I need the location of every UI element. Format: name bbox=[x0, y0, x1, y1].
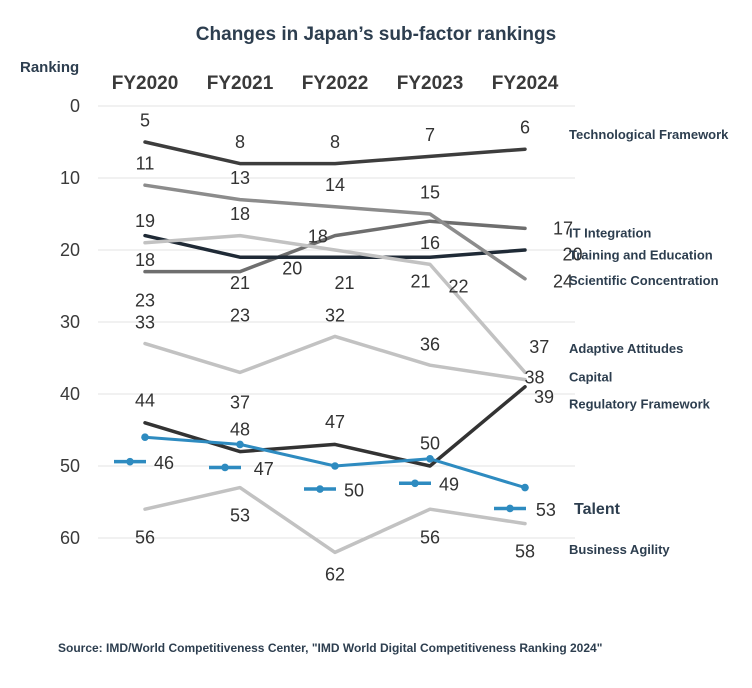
data-label: 22 bbox=[448, 277, 468, 297]
data-label: 8 bbox=[330, 132, 340, 152]
data-label: 48 bbox=[230, 419, 250, 439]
x-tick-label: FY2024 bbox=[492, 73, 559, 94]
data-label: 7 bbox=[425, 125, 435, 145]
series-line-it-integration bbox=[143, 219, 527, 274]
data-label: 37 bbox=[230, 393, 250, 413]
x-tick-label: FY2020 bbox=[112, 73, 179, 94]
series-line-capital bbox=[143, 233, 527, 375]
x-tick-label: FY2021 bbox=[207, 73, 274, 94]
data-label: 18 bbox=[135, 250, 155, 270]
data-label: 37 bbox=[529, 337, 549, 357]
series-line-business-agility bbox=[143, 485, 527, 555]
data-label: 49 bbox=[439, 475, 459, 495]
y-axis-ticks: 0 10 20 30 40 50 60 bbox=[60, 96, 80, 548]
source-note: Source: IMD/World Competitiveness Center… bbox=[58, 641, 602, 655]
data-label: 19 bbox=[135, 211, 155, 231]
series-line-scientific-concentration bbox=[143, 183, 527, 281]
series-label-regulatory-framework: Regulatory Framework bbox=[569, 396, 711, 411]
series-label-talent: Talent bbox=[574, 501, 621, 518]
data-label: 56 bbox=[135, 527, 155, 547]
data-label: 21 bbox=[230, 273, 250, 293]
talent-point bbox=[141, 433, 149, 442]
series-label-capital: Capital bbox=[569, 370, 612, 385]
series-labels: Technological Framework IT Integration Tra… bbox=[569, 127, 729, 557]
data-label: 47 bbox=[325, 412, 345, 432]
data-label: 33 bbox=[135, 313, 155, 333]
y-tick-label: 20 bbox=[60, 240, 80, 260]
talent-point bbox=[521, 483, 529, 492]
talent-marker-dot bbox=[411, 479, 419, 488]
series-line-technological-framework bbox=[143, 140, 527, 166]
data-label: 20 bbox=[282, 259, 302, 279]
data-label: 5 bbox=[140, 110, 150, 130]
y-tick-label: 0 bbox=[70, 96, 80, 116]
data-label: 16 bbox=[420, 233, 440, 253]
y-tick-label: 10 bbox=[60, 168, 80, 188]
series-label-scientific-concentration: Scientific Concentration bbox=[569, 273, 719, 288]
x-axis-ticks: FY2020 FY2021 FY2022 FY2023 FY2024 bbox=[112, 73, 559, 94]
y-tick-label: 30 bbox=[60, 312, 80, 332]
talent-point bbox=[236, 440, 244, 449]
data-label: 38 bbox=[524, 367, 544, 387]
talent-point bbox=[426, 455, 434, 463]
series-lines bbox=[141, 140, 529, 555]
data-label: 18 bbox=[230, 204, 250, 224]
series-label-business-agility: Business Agility bbox=[569, 542, 670, 557]
data-label: 56 bbox=[420, 527, 440, 547]
talent-marker-dot bbox=[316, 485, 324, 493]
data-label: 23 bbox=[230, 306, 250, 326]
series-line-adaptive-attitudes bbox=[143, 334, 527, 382]
y-tick-label: 40 bbox=[60, 384, 80, 404]
data-label: 14 bbox=[325, 175, 345, 195]
series-label-adaptive-attitudes: Adaptive Attitudes bbox=[569, 341, 683, 356]
talent-marker-dot bbox=[506, 504, 514, 513]
chart-title: Changes in Japan’s sub-factor rankings bbox=[196, 24, 556, 45]
talent-marker-dot bbox=[221, 463, 229, 472]
data-label: 6 bbox=[520, 118, 530, 138]
y-tick-label: 50 bbox=[60, 456, 80, 476]
data-label: 11 bbox=[136, 154, 155, 174]
data-label: 44 bbox=[135, 390, 155, 410]
data-label: 15 bbox=[420, 182, 440, 202]
data-label: 8 bbox=[235, 132, 245, 152]
data-label: 21 bbox=[334, 273, 354, 293]
data-label: 50 bbox=[344, 480, 364, 500]
data-label: 53 bbox=[230, 506, 250, 526]
series-label-it-integration: IT Integration bbox=[569, 226, 651, 241]
series-line-training-and-education bbox=[143, 233, 527, 259]
data-label: 17 bbox=[553, 218, 573, 238]
series-label-technological-framework: Technological Framework bbox=[569, 127, 729, 142]
data-label: 36 bbox=[420, 334, 440, 354]
data-label: 21 bbox=[410, 272, 430, 292]
data-label: 24 bbox=[553, 272, 573, 292]
data-label: 53 bbox=[536, 500, 556, 520]
y-tick-label: 60 bbox=[60, 528, 80, 548]
data-label: 18 bbox=[308, 226, 328, 246]
talent-legend-markers bbox=[114, 457, 526, 513]
data-label: 46 bbox=[154, 453, 174, 473]
data-label: 62 bbox=[325, 565, 345, 585]
data-label: 58 bbox=[515, 542, 535, 562]
talent-point bbox=[331, 462, 339, 470]
data-label: 32 bbox=[325, 306, 345, 326]
talent-marker-dot bbox=[126, 457, 134, 466]
y-axis-title: Ranking bbox=[20, 59, 79, 76]
series-label-training-and-education: Training and Education bbox=[569, 247, 713, 262]
x-tick-label: FY2022 bbox=[302, 73, 369, 94]
data-label: 13 bbox=[230, 168, 250, 188]
data-label: 39 bbox=[534, 387, 554, 407]
x-tick-label: FY2023 bbox=[397, 73, 464, 94]
data-label: 50 bbox=[420, 434, 440, 454]
data-label: 23 bbox=[135, 290, 155, 310]
data-label: 47 bbox=[254, 459, 274, 479]
data-label: 20 bbox=[562, 244, 582, 264]
